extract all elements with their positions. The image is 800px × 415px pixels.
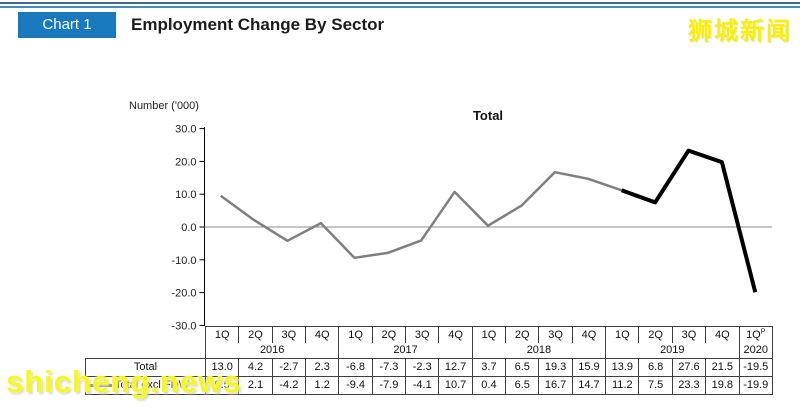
value-cell: 19.8 bbox=[705, 376, 740, 395]
value-cell: 15.9 bbox=[571, 358, 607, 377]
y-tick-label: 10.0 bbox=[175, 189, 196, 201]
quarter-header-cell: 1Q bbox=[471, 326, 507, 343]
value-cell: 13.0 bbox=[204, 358, 240, 377]
watermark-chinese: 狮城新闻 bbox=[688, 18, 792, 45]
quarter-header-cell: 4Q bbox=[305, 326, 340, 343]
year-header-cell: 2019 bbox=[605, 343, 740, 359]
value-cell: 9.5 bbox=[204, 376, 240, 395]
quarter-header-cell: 3Q bbox=[538, 326, 573, 343]
quarter-header-cell: 1Q bbox=[338, 326, 373, 343]
value-cell: 23.3 bbox=[671, 376, 707, 395]
series-name: Total excl FDW bbox=[115, 379, 189, 392]
series-row: Total excl FDW 9.5 2.1 -4.2 1.2 -9.4 -7.9 -4.1 1… bbox=[85, 376, 773, 395]
value-cell: 27.6 bbox=[671, 358, 707, 377]
header-spacer-cell bbox=[86, 343, 206, 359]
quarter-header-cell: 3Q bbox=[671, 326, 707, 343]
y-tick-label: 20.0 bbox=[175, 156, 196, 168]
value-cell: -4.1 bbox=[405, 376, 440, 395]
value-cell: 13.9 bbox=[605, 358, 640, 377]
value-cell: 16.7 bbox=[538, 376, 573, 395]
value-cell: -7.3 bbox=[371, 358, 407, 377]
quarter-header-cell: 2Q bbox=[505, 326, 540, 343]
quarter-header-cell: 1QP bbox=[738, 326, 773, 343]
chart-number-badge: Chart 1 bbox=[18, 12, 116, 38]
series-label-cell: Total excl FDW bbox=[85, 376, 206, 395]
value-cell: -9.4 bbox=[338, 376, 373, 395]
series-line-gray bbox=[219, 170, 623, 260]
value-cell: 21.5 bbox=[705, 358, 740, 377]
year-header-cell: 2020 bbox=[738, 343, 773, 359]
value-cell: -7.9 bbox=[371, 376, 407, 395]
series-row: Total 13.0 4.2 -2.7 2.3 -6.8 -7.3 -2.3 12.7 3.7 6.… bbox=[85, 358, 773, 377]
y-tick-label: 0.0 bbox=[181, 222, 196, 234]
series-line-highlight bbox=[620, 148, 758, 293]
quarter-header-cell: 4Q bbox=[438, 326, 473, 343]
series-label-with-legend: Total excl FDW bbox=[87, 379, 205, 392]
legend-line-swatch bbox=[87, 384, 112, 387]
quarter-header-cell: 3Q bbox=[405, 326, 440, 343]
value-cell: -6.8 bbox=[338, 358, 373, 377]
value-cell: -19.9 bbox=[738, 376, 773, 395]
quarter-header-cell: 2Q bbox=[238, 326, 273, 343]
y-axis-title: Number ('000) bbox=[129, 100, 199, 112]
quarter-header-cell: 4Q bbox=[571, 326, 607, 343]
value-cell: 6.5 bbox=[505, 358, 540, 377]
value-cell: 2.3 bbox=[305, 358, 340, 377]
value-cell: 6.8 bbox=[638, 358, 673, 377]
value-cell: 10.7 bbox=[438, 376, 473, 395]
value-cell: -2.3 bbox=[405, 358, 440, 377]
chart-title: Total bbox=[472, 108, 504, 123]
value-cell: 1.2 bbox=[305, 376, 340, 395]
y-tick-label: -10.0 bbox=[171, 255, 196, 267]
value-cell: 12.7 bbox=[438, 358, 473, 377]
data-table: 1Q 2Q 3Q 4Q 1Q 2Q 3Q 4Q 1Q 2Q 3Q 4Q 1Q 2Q 3Q 4Q 1QP 2016 2… bbox=[85, 326, 773, 395]
watermark-site: shicheng.news bbox=[6, 364, 242, 399]
value-cell: 0.4 bbox=[471, 376, 507, 395]
quarter-header-row: 1Q 2Q 3Q 4Q 1Q 2Q 3Q 4Q 1Q 2Q 3Q 4Q 1Q 2Q 3Q 4Q 1QP bbox=[86, 326, 773, 344]
top-rule-light bbox=[0, 6, 800, 8]
year-header-cell: 2017 bbox=[338, 343, 473, 359]
value-cell: 2.1 bbox=[238, 376, 273, 395]
y-tick-label: -20.0 bbox=[171, 288, 196, 300]
header-spacer-cell bbox=[86, 327, 206, 344]
quarter-header-cell: 1Q bbox=[605, 326, 640, 343]
top-rule-dark bbox=[0, 2, 800, 4]
quarter-header-cell: 2Q bbox=[638, 326, 673, 343]
preliminary-flag: P bbox=[760, 328, 766, 336]
value-cell: 3.7 bbox=[471, 358, 507, 377]
year-header-cell: 2016 bbox=[204, 343, 340, 359]
value-cell: 11.2 bbox=[605, 376, 640, 395]
quarter-header-cell: 2Q bbox=[371, 326, 407, 343]
y-tick-label: 30.0 bbox=[175, 124, 196, 136]
value-cell: 14.7 bbox=[571, 376, 607, 395]
value-cell: 6.5 bbox=[505, 376, 540, 395]
data-table-body: 1Q 2Q 3Q 4Q 1Q 2Q 3Q 4Q 1Q 2Q 3Q 4Q 1Q 2Q 3Q 4Q 1QP 2016 2… bbox=[85, 326, 773, 395]
quarter-header-cell: 1Q bbox=[204, 326, 240, 343]
value-cell: -19.5 bbox=[738, 358, 773, 377]
page-title: Employment Change By Sector bbox=[131, 15, 385, 34]
value-cell: -4.2 bbox=[271, 376, 307, 395]
value-cell: 19.3 bbox=[538, 358, 573, 377]
value-cell: 4.2 bbox=[238, 358, 273, 377]
year-header-row: 2016 2017 2018 2019 2020 bbox=[86, 343, 773, 359]
year-header-cell: 2018 bbox=[471, 343, 607, 359]
quarter-header-cell: 3Q bbox=[271, 326, 307, 343]
value-cell: 7.5 bbox=[638, 376, 673, 395]
quarter-header-cell: 4Q bbox=[705, 326, 740, 343]
value-cell: -2.7 bbox=[271, 358, 307, 377]
